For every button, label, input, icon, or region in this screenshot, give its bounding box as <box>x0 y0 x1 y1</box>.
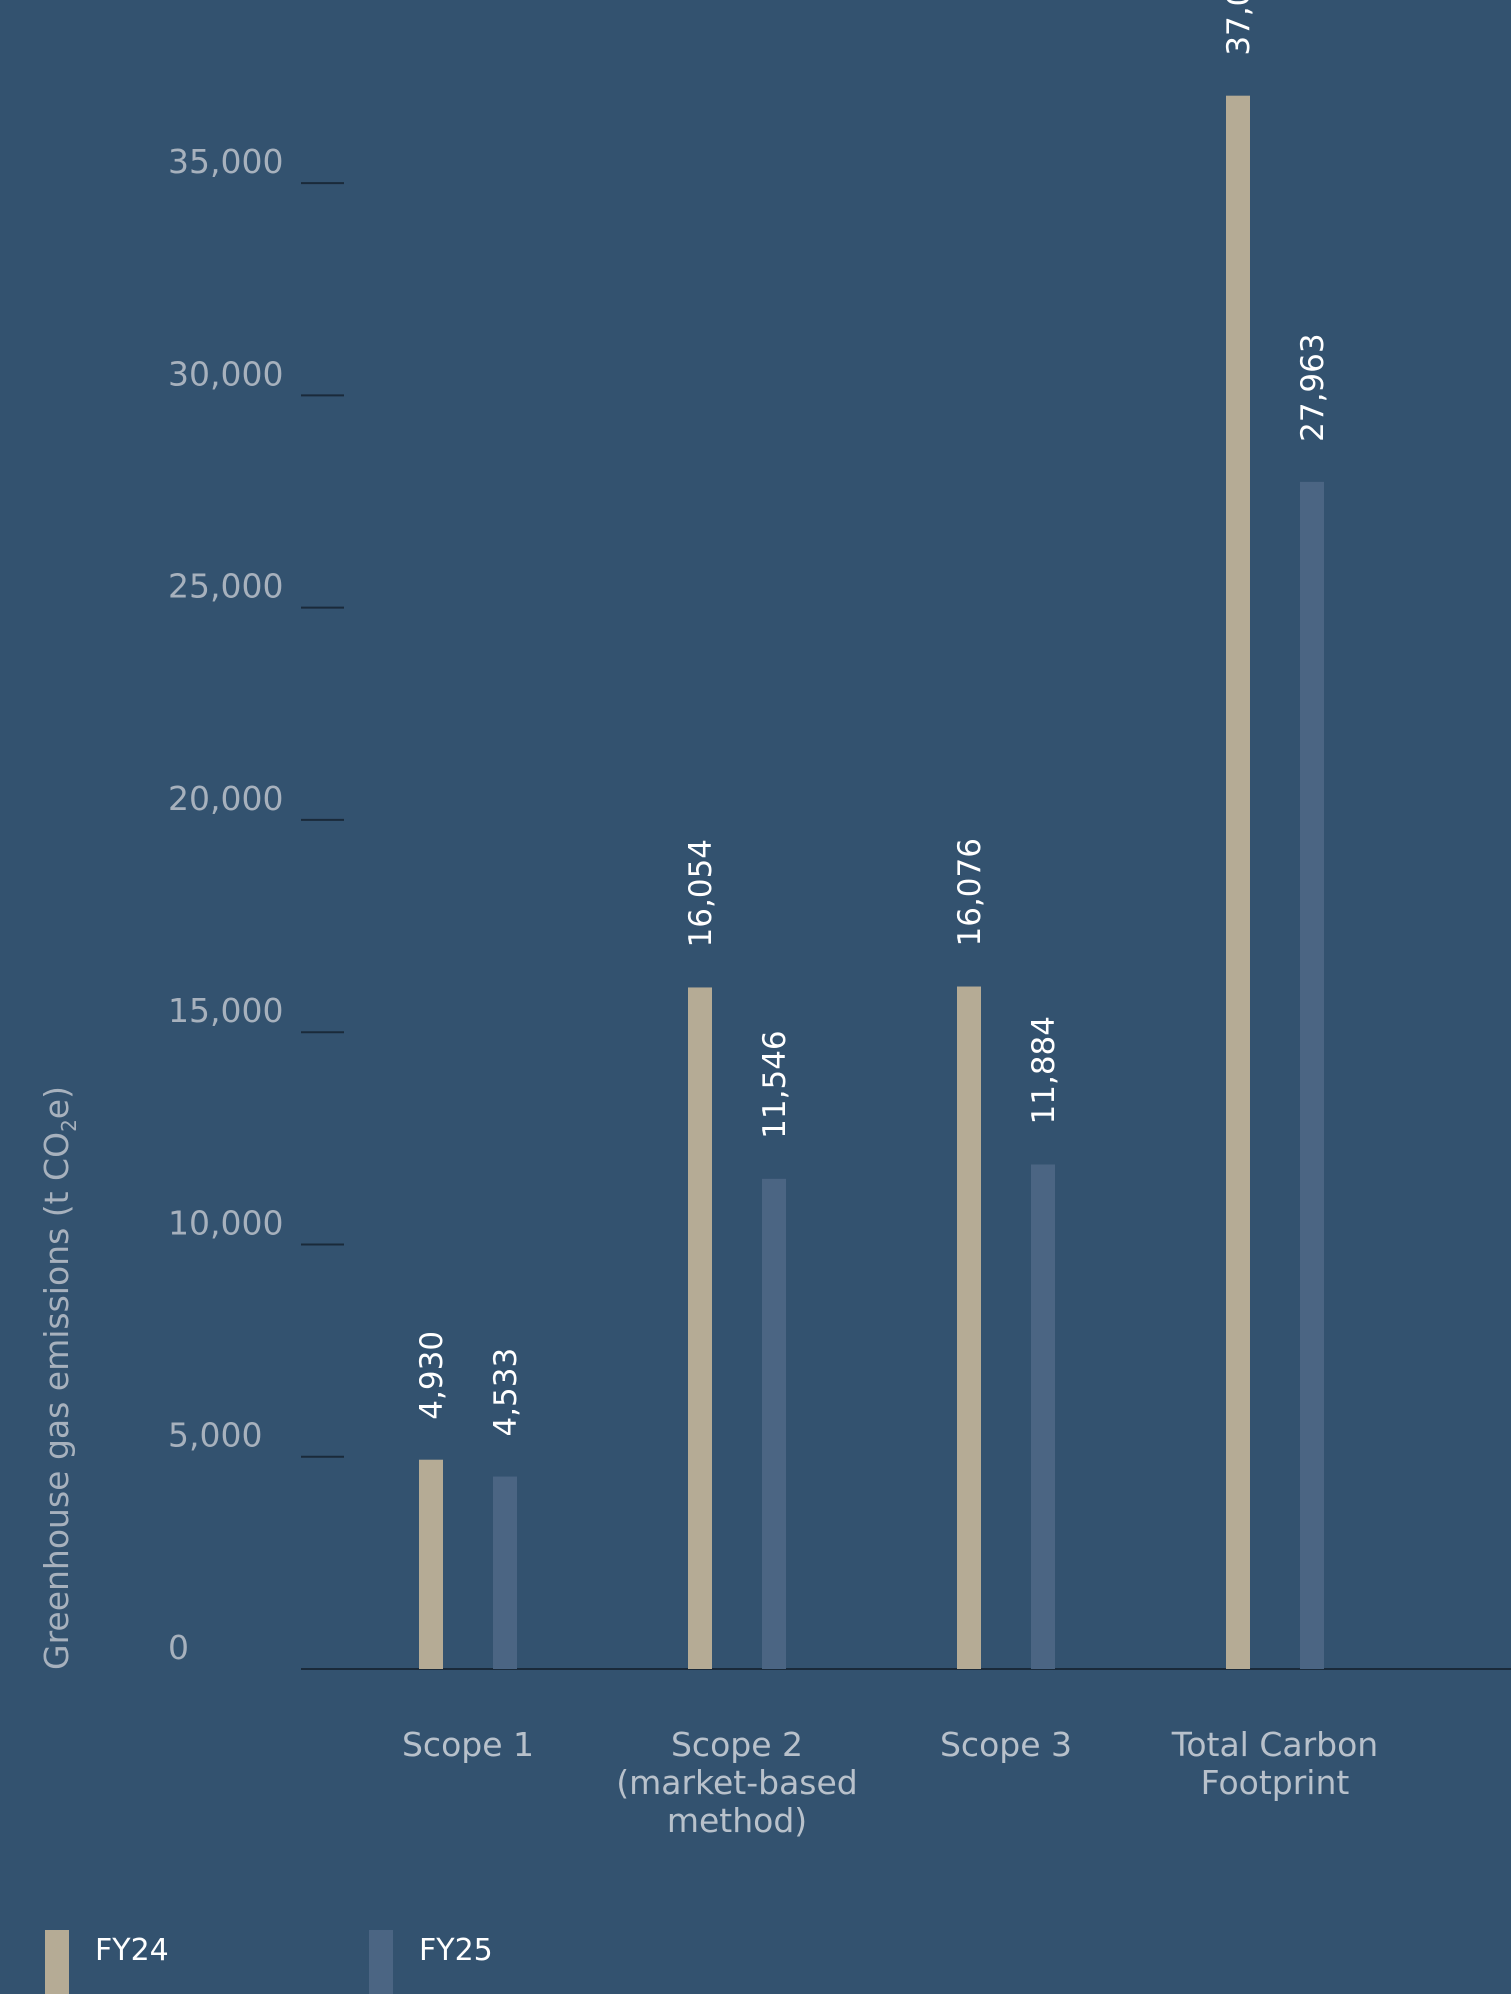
bar-fy24 <box>419 1459 443 1669</box>
y-tick-label: 10,000 <box>168 1203 283 1242</box>
bar-fy25 <box>1031 1164 1055 1669</box>
y-tick-label: 15,000 <box>168 991 283 1030</box>
data-label: 4,930 <box>414 1331 450 1420</box>
y-tick-label: 20,000 <box>168 779 283 818</box>
bar-fy24 <box>957 986 981 1669</box>
bar-fy25 <box>493 1476 517 1669</box>
data-label: 27,963 <box>1295 333 1331 441</box>
bars: 4,930 16,054 16,076 37,060 4,533 11,546 11,884… <box>414 0 1331 1670</box>
y-axis-label: Greenhouse gas emissions (t CO2e) <box>37 1086 81 1670</box>
bar-fy24 <box>1226 95 1250 1670</box>
y-axis-label-main: Greenhouse gas emissions (t CO <box>37 1132 76 1670</box>
data-label: 4,533 <box>488 1348 524 1437</box>
data-label: 16,054 <box>683 839 719 947</box>
legend-swatch-fy24 <box>45 1930 69 1994</box>
y-axis-label-subscript: 2 <box>57 1119 81 1132</box>
x-tick-label: Total Carbon Footprint <box>1171 1725 1378 1802</box>
legend-swatch-fy25 <box>369 1930 393 1994</box>
y-tick-label: 5,000 <box>168 1416 262 1455</box>
y-tick-label: 30,000 <box>168 354 283 393</box>
bar-fy25 <box>1300 481 1324 1669</box>
y-axis-label-end: e) <box>37 1086 76 1119</box>
x-tick-label: Scope 3 <box>940 1725 1072 1764</box>
y-tick-label: 25,000 <box>168 567 283 606</box>
x-tick-label: Scope 2 (market-based method) <box>616 1725 858 1840</box>
bar-fy25 <box>762 1178 786 1669</box>
x-axis: Scope 1 Scope 2 (market-based method) Scope … <box>402 1725 1378 1840</box>
legend-label-fy25: FY25 <box>419 1933 493 1968</box>
y-tick-label: 35,000 <box>168 142 283 181</box>
bar-fy24 <box>688 987 712 1669</box>
data-label: 16,076 <box>952 838 988 946</box>
legend: FY24 FY25 <box>45 1930 493 1994</box>
data-label: 37,060 <box>1221 0 1257 56</box>
data-label: 11,546 <box>757 1030 793 1138</box>
x-tick-label: Scope 1 <box>402 1725 534 1764</box>
y-tick-label: 0 <box>168 1628 189 1667</box>
data-label: 11,884 <box>1026 1016 1062 1124</box>
legend-label-fy24: FY24 <box>95 1933 169 1968</box>
